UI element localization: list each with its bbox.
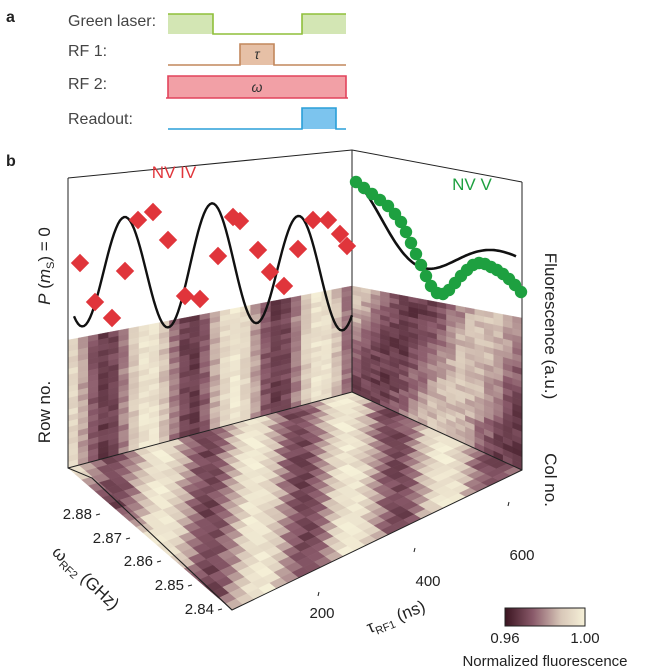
nv4-title: NV IV [152,163,197,182]
right-y-axis-label: Fluorescence (a.u.) [541,253,560,399]
nv4-data-point [330,224,350,244]
nv4-data-point [102,308,122,328]
panel-b-letter: b [6,153,16,170]
tau-axis-label: τRF1 (ns) [364,597,429,640]
nv4-data-point [260,262,280,282]
rf1-label: RF 1: [68,43,107,60]
nv5-data-point [514,285,528,299]
rf2-trace: ω [166,75,348,99]
omega-tick-288: 2.88 [63,506,92,523]
nv4-data-point [115,261,135,281]
rf2-pulse-label: ω [252,79,263,95]
nv4-data-point [248,240,268,260]
colorbar: 0.96 1.00 Normalized fluorescence [462,607,628,670]
omega-tick-284: 2.84 [185,601,214,618]
tau-axis: 200 400 600 [309,501,535,622]
tau-tick-600: 600 [509,547,534,564]
nv4-data-point [128,210,148,230]
row-number-label: Row no. [35,381,54,443]
left-wall-heatmap [67,285,353,469]
nv4-data-point [143,202,163,222]
nv4-data-point [318,210,338,230]
nv5-data-point [419,269,433,283]
right-wall-heatmap [351,285,523,471]
rf2-label: RF 2: [68,76,107,93]
omega-axis-label: ωRF2 (GHz) [46,542,123,615]
rf1-pulse-label: τ [254,46,260,62]
nv4-data-point [175,286,195,306]
nv4-data-point [70,253,90,273]
nv5-data-point [414,258,428,272]
colorbar-title: Normalized fluorescence [462,653,627,670]
colorbar-min-label: 0.96 [490,630,519,647]
plot-box-edges [67,149,523,611]
nv4-data-point [230,211,250,231]
omega-tick-286: 2.86 [124,553,153,570]
nv4-data-point [288,239,308,259]
nv4-fit-curve [72,202,354,332]
nv4-data-point [190,289,210,309]
nv4-data-point [303,210,323,230]
nv4-plot [70,202,357,332]
column-number-label: Col no. [541,453,560,507]
floor-heatmap [67,391,523,611]
green-laser-label: Green laser: [68,13,156,30]
nv4-data-point [208,246,228,266]
nv5-data-point [409,247,423,261]
nv5-plot [349,175,528,301]
colorbar-gradient [504,607,586,627]
rf1-trace: τ [168,43,346,66]
omega-tick-285: 2.85 [155,577,184,594]
nv4-data-point [85,292,105,312]
nv4-data-point [158,230,178,250]
left-y-axis-label: P (mS) = 0 [35,227,57,305]
tau-tick-400: 400 [415,573,440,590]
omega-tick-287: 2.87 [93,530,122,547]
nv5-data-point [399,225,413,239]
omega-axis: 2.88 2.87 2.86 2.85 2.84 [63,506,223,618]
nv4-data-point [337,236,357,256]
readout-label: Readout: [68,111,133,128]
readout-trace [168,107,346,130]
nv4-data-point [274,276,294,296]
nv5-fit-curve [355,181,517,271]
tau-tick-200: 200 [309,605,334,622]
colorbar-max-label: 1.00 [570,630,599,647]
green-laser-trace [168,13,346,35]
nv5-data-point [404,236,418,250]
panel-a-letter: a [6,9,15,26]
nv5-title: NV V [452,175,492,194]
nv5-data-point [381,199,395,213]
nv5-data-point [394,215,408,229]
